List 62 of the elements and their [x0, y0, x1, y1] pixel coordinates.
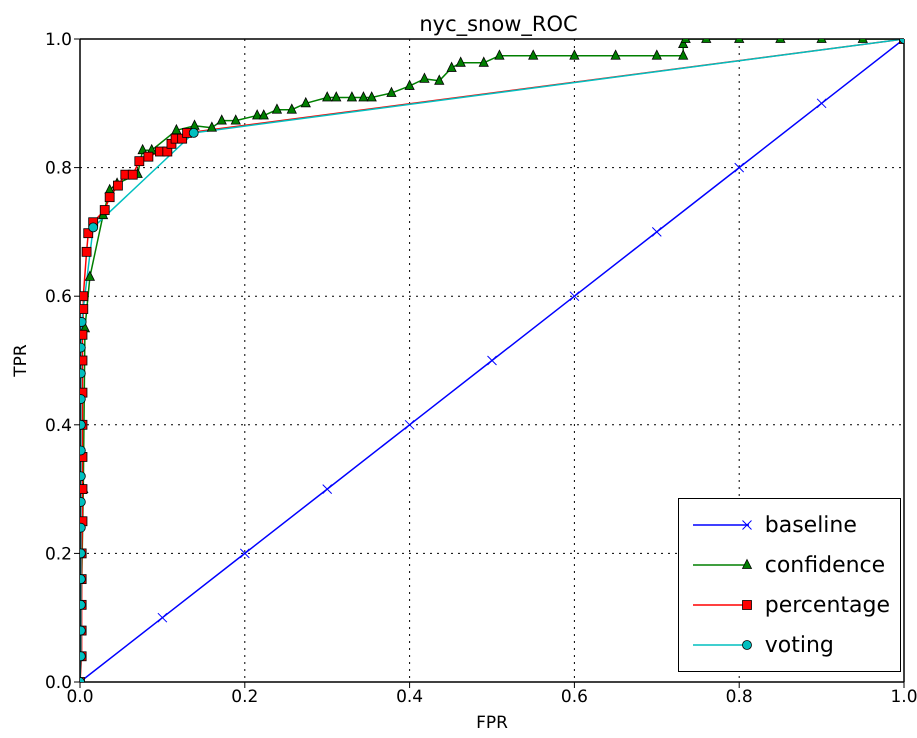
point [84, 271, 95, 281]
point [404, 420, 415, 430]
x-tick-label: 0.8 [726, 687, 753, 708]
point [652, 226, 662, 237]
point [678, 50, 688, 60]
y-tick-label: 0.6 [44, 287, 72, 308]
point [652, 50, 662, 60]
point [240, 548, 250, 558]
legend-label: baseline [764, 512, 857, 538]
point [322, 484, 332, 494]
point [358, 92, 368, 102]
point [434, 74, 444, 85]
point [610, 50, 620, 60]
y-tick-label: 0.8 [44, 158, 72, 179]
x-tick-label: 0.6 [560, 687, 588, 708]
point [258, 110, 269, 120]
point [734, 162, 744, 173]
point [446, 62, 457, 72]
point [456, 56, 466, 67]
point [494, 50, 504, 60]
point [104, 192, 115, 202]
chart-title: nyc_snow_ROC [418, 12, 579, 36]
legend-label: percentage [764, 592, 890, 618]
point [100, 205, 110, 215]
legend-label: confidence [764, 552, 886, 578]
point [216, 114, 227, 125]
point [570, 50, 580, 60]
point [157, 612, 168, 623]
x-tick-label: 0.2 [231, 687, 258, 708]
x-axis-title: FPR [476, 713, 508, 733]
point [816, 98, 827, 108]
point [128, 170, 138, 180]
point [143, 152, 154, 162]
y-tick-label: 0.2 [44, 544, 72, 564]
y-tick-label: 0.4 [44, 416, 72, 436]
point [80, 291, 88, 302]
point [230, 114, 241, 125]
point [528, 50, 538, 60]
point [478, 56, 489, 67]
x-tick-label: 1.0 [890, 687, 917, 708]
point [366, 92, 377, 102]
point [172, 124, 182, 134]
point [82, 246, 92, 257]
point [386, 87, 396, 97]
point [322, 92, 332, 102]
point [134, 156, 144, 166]
point [80, 304, 88, 314]
point [347, 92, 357, 102]
point [404, 80, 414, 90]
point [272, 104, 282, 114]
y-axis-title: TPR [11, 344, 32, 378]
point [300, 97, 311, 108]
y-tick-label: 1.0 [44, 30, 72, 50]
point [286, 104, 297, 114]
point [569, 291, 580, 302]
point [331, 92, 342, 102]
point [206, 122, 217, 132]
point [487, 356, 497, 366]
point [113, 180, 123, 191]
point [420, 72, 430, 83]
x-tick-label: 0.4 [396, 687, 424, 708]
legend-label: voting [764, 632, 834, 658]
